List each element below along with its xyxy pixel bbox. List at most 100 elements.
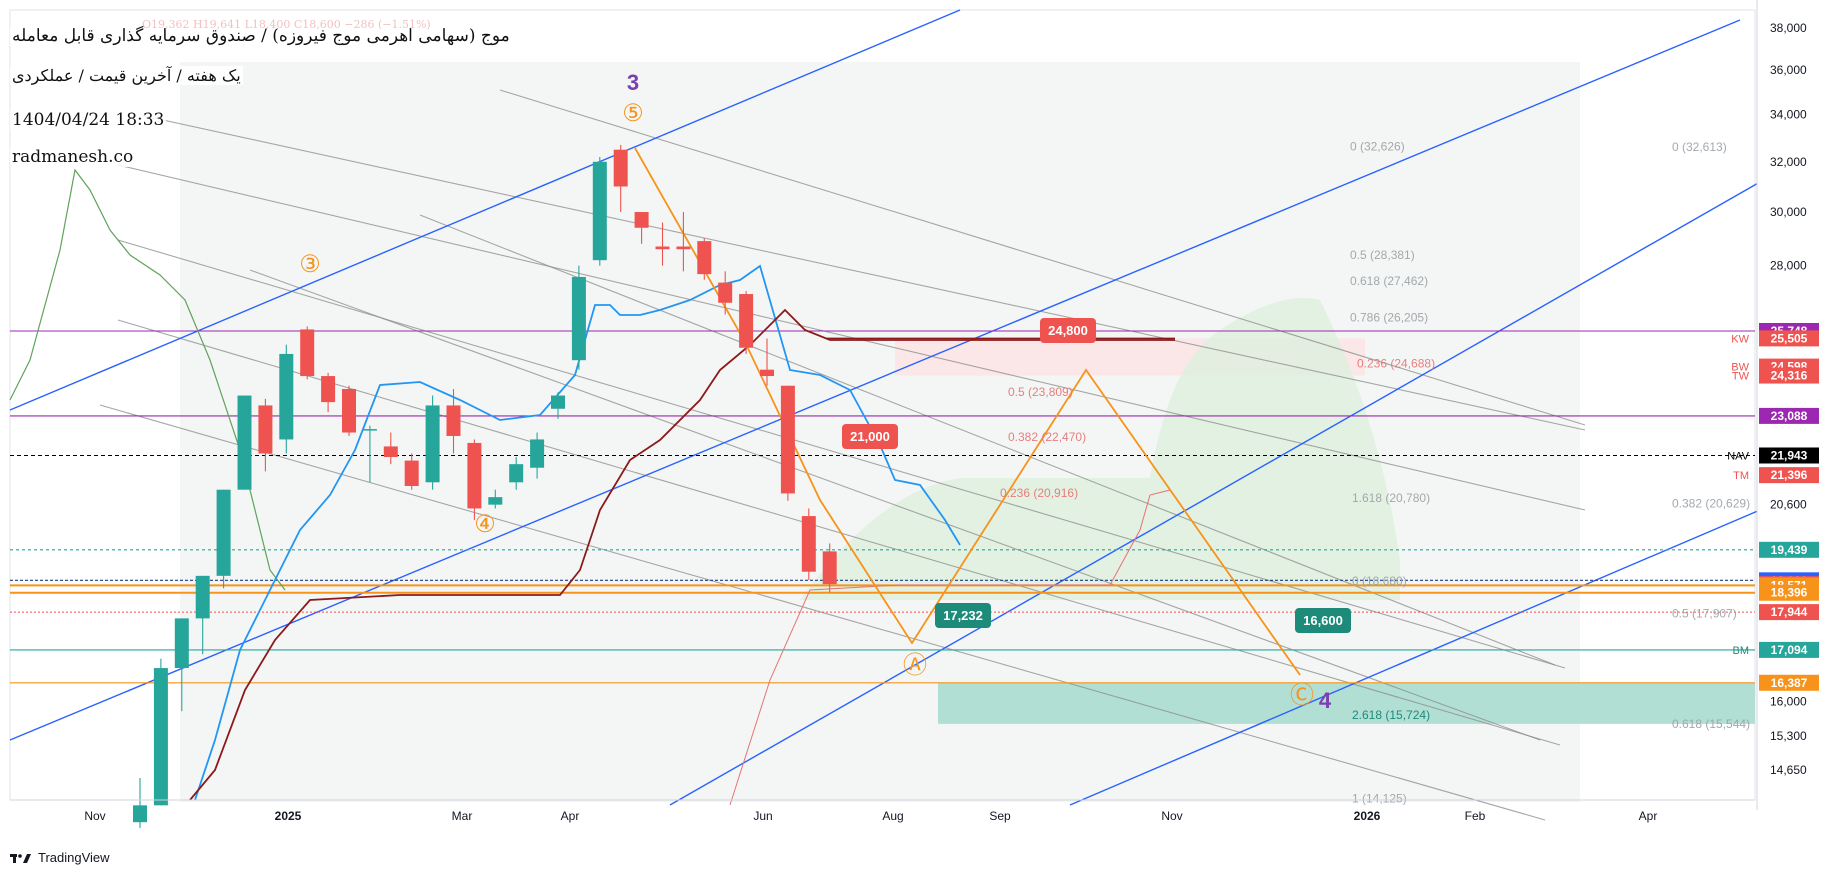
candle-body bbox=[676, 246, 691, 250]
chart-datetime: 1404/04/24 18:33 bbox=[10, 110, 167, 130]
candle-body bbox=[697, 241, 712, 275]
price-axis-value: 16,387 bbox=[1771, 676, 1808, 690]
callout-label: 17,232 bbox=[943, 608, 983, 623]
price-level-tag: KW bbox=[1731, 333, 1749, 345]
candle-body bbox=[300, 329, 315, 377]
price-axis-value: 21,396 bbox=[1771, 468, 1808, 482]
channel-line bbox=[499, 89, 1586, 426]
wave-major-4: 4 bbox=[1319, 688, 1332, 713]
y-tick-label: 30,000 bbox=[1770, 205, 1807, 219]
price-axis-badge bbox=[1759, 407, 1819, 424]
candle-body bbox=[592, 161, 607, 261]
wave-minor-label: ③ bbox=[299, 251, 321, 278]
blue-indicator bbox=[194, 264, 961, 801]
ohlc-faint: O19,362 H19,641 L18,400 C18,600 −286 (−1… bbox=[142, 18, 431, 31]
candle-body bbox=[404, 460, 419, 486]
fib-label: 0.5 (28,381) bbox=[1350, 248, 1415, 262]
candle-body bbox=[321, 376, 336, 403]
callout-box bbox=[935, 603, 991, 628]
fib-label: 1.618 (20,780) bbox=[1352, 491, 1430, 505]
fib-label: 0 (18,680) bbox=[1352, 574, 1407, 588]
candle-body bbox=[237, 395, 252, 490]
candle-body bbox=[174, 618, 189, 669]
candle-body bbox=[634, 212, 649, 228]
price-level-tag: TM bbox=[1733, 470, 1749, 482]
fib-label: 0 (32,613) bbox=[1672, 140, 1727, 154]
price-level-tag: BM bbox=[1733, 645, 1750, 657]
candle-body bbox=[551, 395, 565, 409]
candle-body bbox=[655, 246, 670, 250]
callout-box bbox=[1295, 608, 1351, 633]
y-tick-label: 16,000 bbox=[1770, 694, 1807, 708]
tradingview-brand: TradingView bbox=[38, 850, 110, 865]
trend-line bbox=[9, 9, 961, 411]
x-tick-label: Mar bbox=[452, 809, 473, 823]
price-axis-value: 24,316 bbox=[1771, 369, 1808, 383]
y-tick-label: 38,000 bbox=[1770, 21, 1807, 35]
channel-line bbox=[117, 239, 1566, 669]
price-axis-badge bbox=[1759, 447, 1819, 464]
y-tick-label: 32,000 bbox=[1770, 155, 1807, 169]
channel-line bbox=[419, 214, 1556, 666]
y-tick-label: 28,000 bbox=[1770, 259, 1807, 273]
fib-label: 1 (14,125) bbox=[1352, 791, 1407, 805]
price-axis-badge bbox=[1759, 604, 1819, 621]
candle-body bbox=[509, 464, 524, 483]
candle-body bbox=[571, 276, 586, 361]
wave-minor-label: ④ bbox=[474, 511, 496, 538]
x-tick-label: Jun bbox=[753, 809, 772, 823]
candle-body bbox=[530, 439, 545, 468]
callout-label: 24,800 bbox=[1048, 323, 1088, 338]
wave-major-3: 3 bbox=[627, 70, 639, 95]
fib-label: 0.618 (15,544) bbox=[1672, 717, 1750, 731]
x-tick-label: Nov bbox=[1161, 809, 1182, 823]
x-tick-label: 2026 bbox=[1354, 809, 1381, 823]
price-axis-badge bbox=[1759, 584, 1819, 601]
candle-body bbox=[383, 446, 398, 458]
fib-label: 0.786 (26,205) bbox=[1350, 310, 1428, 324]
channel-line bbox=[139, 114, 1586, 431]
x-tick-label: 2025 bbox=[275, 809, 302, 823]
candle-body bbox=[718, 282, 733, 303]
candle-body bbox=[467, 442, 482, 509]
fib-label: 0.382 (20,629) bbox=[1672, 497, 1750, 511]
x-tick-label: Aug bbox=[882, 809, 903, 823]
chart-subtitle: یک هفته / آخرین قیمت / عملکردی bbox=[10, 66, 243, 85]
fib-label: 0.236 (20,916) bbox=[1000, 486, 1078, 500]
y-tick-label: 15,300 bbox=[1770, 729, 1807, 743]
candle-body bbox=[446, 405, 461, 436]
candle-body bbox=[425, 405, 440, 483]
channel-line bbox=[249, 269, 1541, 741]
price-level-tag: NAV bbox=[1727, 450, 1749, 462]
price-level-tag: BW bbox=[1731, 362, 1749, 374]
price-axis-badge bbox=[1759, 641, 1819, 658]
candle-body bbox=[153, 668, 168, 806]
channel-line bbox=[117, 319, 1561, 746]
chart-site: radmanesh.co bbox=[10, 147, 136, 167]
price-axis-value: 21,943 bbox=[1771, 448, 1808, 462]
callout-box bbox=[842, 424, 898, 449]
candle-body bbox=[822, 551, 837, 585]
y-tick-label: 20,600 bbox=[1770, 498, 1807, 512]
target-zone bbox=[938, 682, 1755, 724]
fib-label: 0.618 (27,462) bbox=[1350, 274, 1428, 288]
tradingview-footer[interactable]: TradingView bbox=[10, 850, 110, 865]
darkred-indicator bbox=[189, 308, 1175, 801]
chart-title: موج (سهامی اهرمی موج فیروزه) / صندوق سرم… bbox=[10, 26, 512, 46]
price-axis-value: 18,396 bbox=[1771, 586, 1808, 600]
wave-minor-label: Ⓒ bbox=[1290, 682, 1314, 709]
channel-line bbox=[117, 164, 1586, 511]
trend-line bbox=[9, 19, 1741, 741]
price-axis-badge bbox=[1759, 467, 1819, 484]
tradingview-logo-icon bbox=[10, 853, 31, 863]
candle-body bbox=[342, 388, 356, 433]
trend-line bbox=[1069, 509, 1761, 806]
wave-minor-label: Ⓐ bbox=[903, 652, 927, 679]
price-axis-badge bbox=[1759, 330, 1819, 347]
fib-label: 0 (32,626) bbox=[1350, 140, 1405, 154]
x-tick-label: Apr bbox=[1639, 809, 1658, 823]
y-tick-label: 36,000 bbox=[1770, 63, 1807, 77]
candle-body bbox=[216, 489, 231, 576]
fib-label: 0.382 (22,470) bbox=[1008, 430, 1086, 444]
